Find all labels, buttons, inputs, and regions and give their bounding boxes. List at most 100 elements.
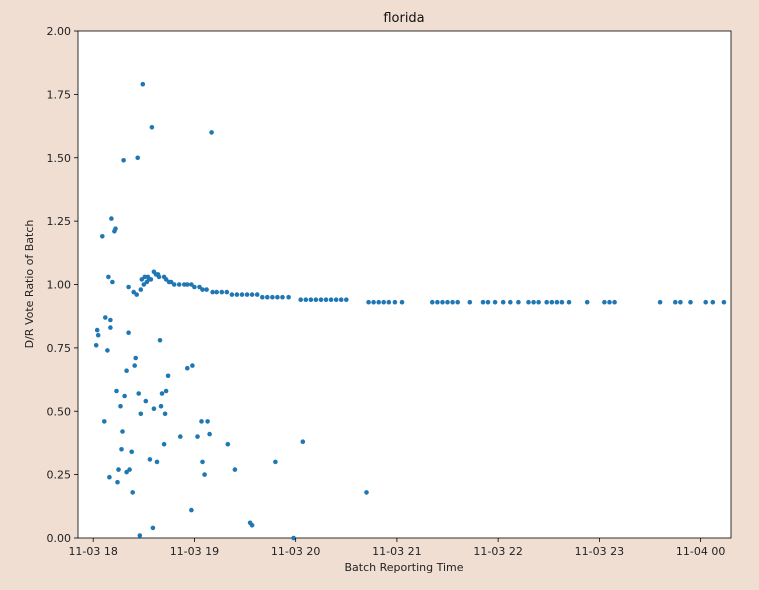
- data-point: [249, 523, 255, 528]
- data-point: [526, 299, 531, 305]
- data-point: [200, 459, 205, 465]
- data-point: [516, 299, 521, 305]
- data-point: [195, 434, 200, 439]
- data-point: [165, 373, 171, 379]
- data-point: [159, 391, 165, 396]
- data-point: [270, 294, 275, 300]
- data-point: [602, 299, 607, 305]
- data-point: [119, 447, 124, 452]
- data-point: [500, 299, 506, 305]
- data-point: [657, 299, 663, 305]
- data-point: [190, 363, 195, 368]
- data-point: [219, 289, 225, 295]
- x-tick-label: 11-03 20: [271, 545, 320, 558]
- data-point: [678, 299, 683, 305]
- data-point: [171, 282, 177, 287]
- data-point: [584, 299, 590, 305]
- data-point: [209, 130, 214, 135]
- y-tick-label: 0.50: [47, 405, 72, 418]
- data-point: [399, 299, 405, 305]
- data-point: [467, 299, 473, 305]
- data-point: [156, 274, 162, 280]
- data-point: [138, 411, 144, 417]
- data-point: [127, 467, 132, 472]
- data-point: [612, 299, 617, 305]
- data-point: [607, 299, 612, 305]
- data-point: [536, 299, 541, 305]
- data-point: [386, 299, 392, 305]
- data-point: [721, 299, 727, 305]
- data-point: [149, 125, 155, 130]
- data-point: [133, 355, 138, 361]
- data-point: [275, 294, 280, 300]
- x-tick-label: 11-03 19: [170, 545, 219, 558]
- data-point: [122, 393, 127, 399]
- data-point: [566, 299, 572, 305]
- data-point: [291, 535, 296, 541]
- data-point: [135, 155, 140, 161]
- data-point: [109, 216, 114, 221]
- data-point: [110, 279, 115, 285]
- data-point: [338, 297, 344, 303]
- data-point: [140, 81, 146, 87]
- x-tick-label: 11-03 23: [575, 545, 624, 558]
- data-point: [116, 467, 121, 472]
- data-point: [430, 299, 435, 305]
- data-point: [93, 343, 99, 348]
- chart-title: florida: [383, 11, 424, 26]
- data-point: [94, 327, 100, 333]
- data-point: [185, 365, 190, 371]
- data-point: [126, 330, 131, 336]
- data-point: [204, 287, 209, 292]
- data-point: [286, 294, 291, 300]
- data-point: [554, 299, 560, 305]
- data-point: [103, 315, 108, 320]
- data-point: [205, 419, 210, 424]
- y-tick-label: 2.00: [47, 25, 72, 38]
- data-point: [202, 472, 207, 477]
- data-point: [166, 279, 172, 285]
- data-point: [450, 299, 455, 305]
- data-point: [366, 299, 371, 305]
- data-point: [154, 459, 160, 465]
- data-point: [114, 388, 119, 394]
- data-point: [280, 294, 285, 300]
- data-point: [392, 299, 398, 305]
- data-point: [544, 299, 549, 305]
- data-points: [93, 81, 727, 541]
- data-point: [148, 277, 154, 282]
- data-point: [673, 299, 678, 305]
- data-point: [234, 292, 240, 297]
- data-point: [333, 297, 339, 303]
- data-point: [151, 406, 157, 412]
- data-point: [100, 234, 105, 239]
- data-point: [120, 429, 125, 434]
- data-point: [298, 297, 304, 303]
- y-tick-label: 1.00: [47, 279, 72, 292]
- data-point: [137, 533, 143, 538]
- x-tick-label: 11-03 22: [473, 545, 522, 558]
- data-point: [150, 525, 156, 531]
- data-point: [376, 299, 382, 305]
- data-point: [108, 325, 113, 330]
- data-point: [157, 338, 163, 343]
- data-point: [254, 292, 260, 297]
- y-tick-label: 1.75: [47, 88, 72, 101]
- data-point: [163, 388, 169, 394]
- data-point: [118, 403, 123, 409]
- data-point: [158, 403, 164, 409]
- y-tick-label: 0.00: [47, 532, 72, 545]
- data-point: [130, 490, 135, 495]
- data-point: [113, 226, 118, 231]
- data-point: [303, 297, 309, 303]
- data-point: [435, 299, 440, 305]
- data-point: [323, 297, 329, 303]
- data-point: [244, 292, 250, 297]
- data-point: [95, 332, 101, 338]
- data-point: [129, 449, 134, 455]
- data-point: [121, 158, 126, 163]
- data-point: [189, 507, 194, 513]
- data-point: [144, 279, 150, 285]
- y-axis: 0.00 0.25 0.50 0.75 1.00 1.25 1.50 1.75 2.00: [47, 25, 78, 545]
